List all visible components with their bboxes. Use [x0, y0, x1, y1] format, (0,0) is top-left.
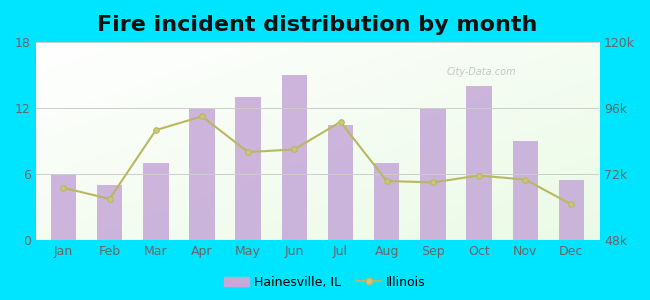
Bar	[466, 86, 492, 240]
Bar	[235, 97, 261, 240]
Text: City-Data.com: City-Data.com	[447, 67, 517, 77]
Bar	[328, 124, 353, 240]
Legend: Hainesville, IL, Illinois: Hainesville, IL, Illinois	[219, 271, 431, 294]
Title: Fire incident distribution by month: Fire incident distribution by month	[98, 15, 538, 35]
Bar	[143, 163, 168, 240]
Bar	[420, 108, 446, 240]
Bar	[97, 185, 122, 240]
Bar	[281, 75, 307, 240]
Bar	[559, 180, 584, 240]
Bar	[374, 163, 399, 240]
Bar	[189, 108, 214, 240]
Bar	[51, 174, 76, 240]
Bar	[513, 141, 538, 240]
